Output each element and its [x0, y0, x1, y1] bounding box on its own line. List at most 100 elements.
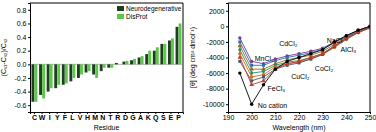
bar: [88, 64, 91, 71]
tick: 2000: [209, 8, 228, 15]
curve-label: NaCl: [327, 37, 343, 44]
bar: [122, 62, 125, 65]
legend: NeurodegenerativeDisProt: [117, 5, 182, 20]
marker: [368, 25, 370, 28]
legend-swatch: [117, 14, 124, 19]
tick: G: [130, 112, 136, 121]
tick: R: [115, 112, 120, 121]
bar: [130, 60, 133, 64]
bar: [72, 64, 75, 78]
tick-mark: [28, 51, 30, 52]
marker: [297, 59, 302, 63]
bar: [141, 56, 144, 64]
bar: [148, 51, 151, 65]
tick-label: 190: [223, 114, 235, 121]
tick-mark: [28, 23, 30, 24]
tick-mark: [226, 11, 228, 12]
marker: [345, 34, 348, 37]
bar: [92, 64, 95, 74]
axis: -10000-8000-6000-4000-200002000: [203, 4, 229, 113]
tick-label: G: [130, 114, 136, 121]
tick: Y: [55, 112, 60, 121]
tick: 240: [341, 112, 353, 121]
tick-mark: [226, 89, 228, 90]
line: [240, 26, 370, 69]
legend-label: DisProt: [126, 13, 148, 20]
tick-label: Q: [153, 114, 159, 122]
tick-label: A: [138, 114, 143, 121]
tick: L: [70, 112, 75, 121]
tick: T: [108, 112, 113, 121]
tick-label: S: [161, 114, 166, 121]
bar: [69, 64, 72, 81]
frame: [370, 3, 371, 112]
bar: [171, 38, 174, 64]
tick-mark: [226, 42, 228, 43]
tick: 0.2: [17, 47, 30, 54]
tick: -4000: [207, 54, 228, 61]
tick-label: K: [146, 114, 151, 121]
tick-mark: [28, 37, 30, 38]
frame: [30, 3, 183, 4]
tick-label: 220: [294, 114, 306, 121]
tick: 190: [223, 112, 235, 121]
tick-label: L: [70, 114, 75, 121]
tick-label: P: [176, 114, 181, 121]
marker: [261, 78, 266, 82]
tick: M: [92, 112, 98, 121]
marker: [262, 75, 265, 78]
tick-label: 230: [317, 114, 329, 121]
bar-chart: -0.6-0.4-0.20.00.20.40.60.8CWIYFLVHMNTRD…: [0, 3, 184, 131]
tick: 0.0: [17, 61, 30, 68]
tick: -6000: [207, 70, 228, 77]
curve-label: CuCl₂: [291, 73, 310, 80]
tick: -8000: [207, 85, 228, 92]
tick-label: -0.2: [14, 75, 26, 82]
curve-label: FeCl₃: [268, 85, 286, 92]
tick: -0.4: [14, 88, 30, 95]
legend-label: Neurodegenerative: [126, 5, 182, 13]
tick: A: [138, 112, 143, 121]
curve-label: CdCl₂: [279, 40, 298, 47]
bar: [156, 47, 159, 64]
bar: [153, 51, 156, 65]
bar: [57, 64, 60, 84]
marker: [356, 29, 359, 32]
tick: 230: [317, 112, 329, 121]
marker: [238, 52, 241, 55]
tick-mark: [28, 105, 30, 106]
y-axis-title: [θ] (deg cm² dmol⁻¹): [189, 27, 197, 88]
marker: [297, 56, 300, 59]
bar: [168, 40, 171, 64]
bar: [179, 23, 182, 64]
tick-label: 0: [221, 23, 225, 30]
bar: [47, 64, 50, 91]
frame: [183, 3, 184, 112]
legend-item: Neurodegenerative: [117, 5, 182, 13]
tick-label: -8000: [207, 85, 225, 92]
bar: [126, 61, 129, 64]
bar: [77, 64, 80, 78]
marker: [321, 51, 324, 57]
marker: [356, 29, 359, 32]
tick: 0.6: [17, 20, 30, 27]
curve-labels: CdCl₂NaClMnCl₂AlCl₃CoCl₂CuCl₂FeCl₃No cat…: [255, 37, 357, 109]
tick-mark: [226, 73, 228, 74]
tick-label: 0.8: [17, 7, 27, 14]
tick-label: -6000: [207, 70, 225, 77]
tick-label: 240: [341, 114, 353, 121]
bar: [39, 64, 42, 95]
bar: [32, 64, 35, 101]
tick: F: [63, 112, 68, 121]
marker: [238, 36, 241, 39]
tick: 200: [246, 112, 258, 121]
tick: Q: [153, 112, 159, 122]
tick-mark: [226, 58, 228, 59]
marker: [274, 67, 277, 70]
marker: [238, 43, 243, 47]
tick-label: -0.4: [14, 88, 26, 95]
series: [35, 23, 182, 101]
tick: 210: [270, 112, 282, 121]
bar: [138, 58, 141, 65]
marker: [286, 59, 289, 65]
